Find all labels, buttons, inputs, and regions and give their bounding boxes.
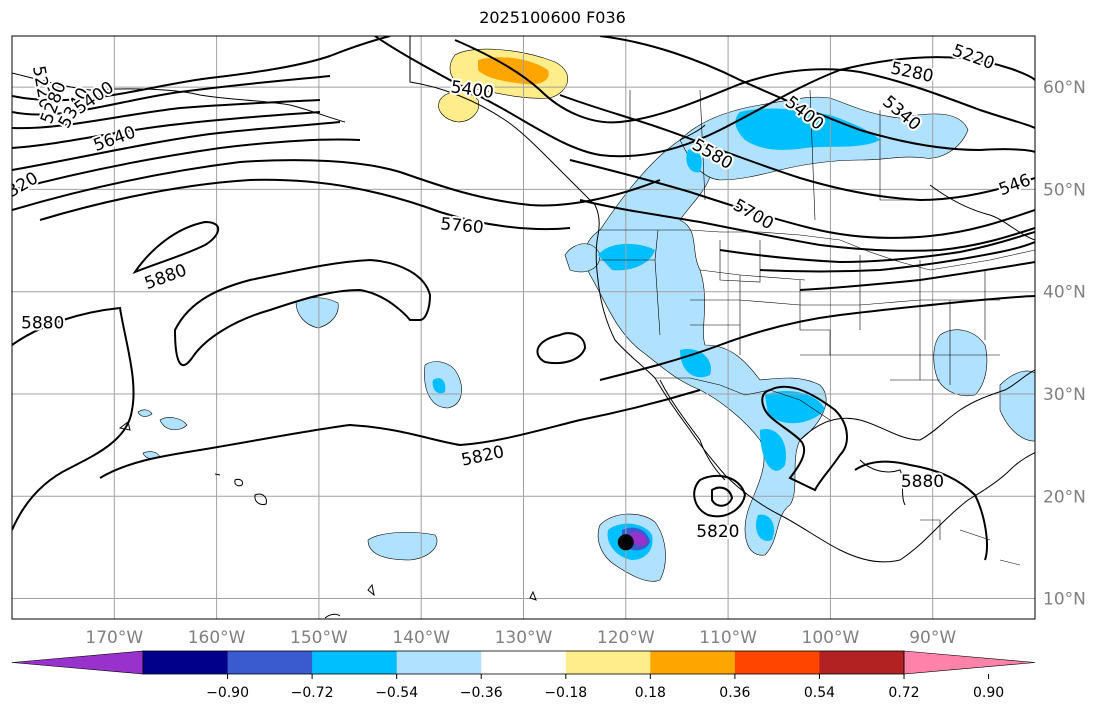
political-borders: [409, 36, 1035, 566]
lon-tick-label: 110°W: [699, 628, 757, 648]
colorbar-segment: [650, 651, 736, 674]
lon-tick-labels: 170°W 160°W 150°W 140°W 130°W 120°W 110°W 100°W…: [85, 628, 956, 648]
colorbar-extend-high: [903, 650, 1036, 675]
contour-label: 5880: [21, 313, 64, 333]
colorbar-segment: [396, 651, 482, 674]
colorbar-tick-labels: −0.90 −0.72 −0.54 −0.36 −0.18 0.18 0.36 0.54 0.7…: [206, 674, 1004, 701]
negative-anomaly-area: [159, 417, 188, 430]
colorbar-extend-low: [11, 650, 144, 675]
negative-anomaly-moderate: [432, 378, 446, 394]
colorbar-frame: [142, 650, 905, 675]
colorbar-segment: [481, 651, 567, 674]
contour-label: 5880: [901, 472, 944, 492]
height-contours: [12, 36, 1035, 561]
colorbar-segment: [312, 651, 398, 674]
colorbar-tick-label: 0.36: [719, 685, 750, 701]
colorbar-segment: [819, 651, 905, 674]
negative-anomaly-moderate: [686, 148, 702, 173]
lat-tick-label: 10°N: [1043, 590, 1086, 610]
contour-label: 5280: [889, 58, 935, 87]
lat-tick-label: 40°N: [1043, 283, 1086, 303]
colorbar: [11, 650, 1036, 675]
contour-label: 546: [996, 170, 1033, 200]
colorbar-segment: [734, 651, 820, 674]
colorbar-tick-label: 0.18: [635, 685, 666, 701]
negative-anomaly-moderate: [755, 514, 775, 541]
lat-tick-label: 50°N: [1043, 180, 1086, 200]
lat-tick-label: 20°N: [1043, 487, 1086, 507]
colorbar-tick-label: −0.54: [375, 685, 418, 701]
negative-anomaly-moderate: [765, 390, 825, 424]
colorbar-segment: [565, 651, 651, 674]
contour-label: 5220: [950, 41, 997, 75]
lon-tick-label: 130°W: [495, 628, 553, 648]
contour-label: 5820: [696, 522, 739, 542]
contour-label: 5400: [71, 78, 118, 119]
lat-tick-label: 30°N: [1043, 385, 1086, 405]
lon-tick-label: 120°W: [597, 628, 655, 648]
negative-anomaly-area: [999, 370, 1035, 442]
colorbar-tick-label: 0.54: [804, 685, 835, 701]
colorbar-tick-label: −0.72: [291, 685, 334, 701]
lon-tick-label: 160°W: [188, 628, 246, 648]
negative-anomaly-area: [295, 297, 339, 329]
lon-tick-label: 140°W: [392, 628, 450, 648]
lat-tick-labels: 10°N 20°N 30°N 40°N 50°N 60°N: [1043, 78, 1086, 609]
gridlines: [12, 36, 1035, 619]
colorbar-tick-label: 0.72: [888, 685, 919, 701]
map-title: 2025100600 F036: [479, 8, 626, 27]
map-frame: [11, 35, 1036, 620]
lon-tick-label: 150°W: [290, 628, 348, 648]
colorbar-segment: [227, 651, 313, 674]
colorbar-tick-label: −0.90: [206, 685, 249, 701]
negative-anomaly-extreme: [630, 532, 648, 546]
negative-anomaly-area: [564, 243, 601, 273]
negative-anomaly-area: [933, 329, 988, 397]
negative-anomaly-area: [367, 531, 438, 561]
contour-label: 5820: [460, 442, 506, 471]
contour-label: 5880: [142, 261, 189, 295]
colorbar-segment: [143, 651, 229, 674]
negative-anomaly-moderate: [760, 429, 786, 471]
contour-label: 5760: [440, 214, 485, 238]
lat-tick-label: 60°N: [1043, 78, 1086, 98]
colorbar-tick-label: 0.90: [973, 685, 1004, 701]
negative-anomaly-moderate: [598, 243, 655, 271]
lon-tick-label: 90°W: [909, 628, 956, 648]
lon-tick-label: 170°W: [85, 628, 143, 648]
colorbar-tick-label: −0.36: [460, 685, 503, 701]
negative-anomaly-moderate: [735, 108, 880, 150]
contour-label: 320: [4, 168, 42, 202]
lon-tick-label: 100°W: [802, 628, 860, 648]
colorbar-tick-label: −0.18: [544, 685, 587, 701]
negative-anomaly-area: [137, 409, 153, 417]
storm-center-marker: [617, 534, 634, 551]
